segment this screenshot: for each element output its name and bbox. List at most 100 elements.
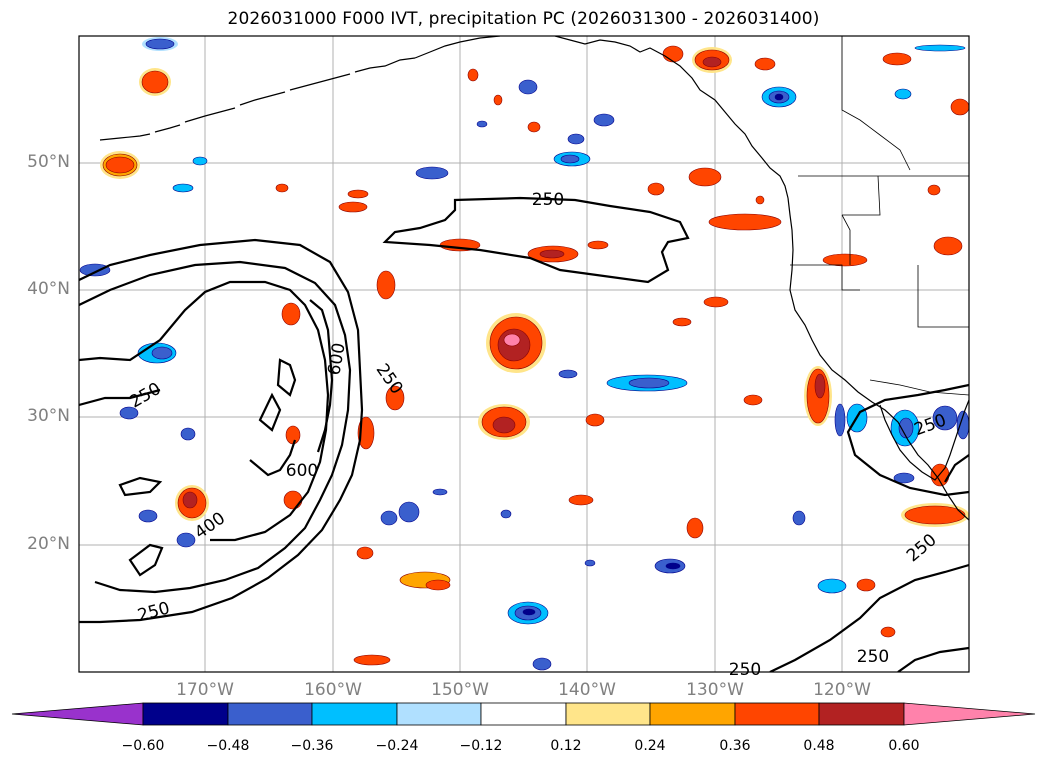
colorbar-swatch: [396, 702, 482, 726]
precip-blob: [399, 571, 451, 591]
precip-blob: [353, 654, 391, 666]
lon-label-130w: 130°W: [686, 680, 744, 700]
precip-blob: [755, 195, 765, 205]
map-frame: [78, 35, 970, 673]
lat-label-30n: 30°N: [27, 406, 70, 426]
colorbar: [11, 702, 1036, 726]
precip-blob: [880, 626, 896, 638]
colorbar-swatch: [649, 702, 736, 726]
precip-blob: [856, 578, 876, 592]
colorbar-tick: 0.24: [634, 738, 666, 754]
precip-blob: [467, 68, 479, 82]
precip-blob: [587, 240, 609, 250]
contour-label-250: 250: [729, 660, 761, 680]
precip-blob: [398, 501, 420, 523]
precip-blob: [662, 45, 684, 63]
colorbar-swatch: [734, 702, 820, 726]
precip-blob: [172, 183, 194, 193]
precip-blob: [500, 509, 512, 519]
lon-label-170w: 170°W: [176, 680, 234, 700]
colorbar-swatch: [565, 702, 651, 726]
precip-blob: [817, 578, 847, 594]
precip-blob: [890, 409, 920, 447]
precip-blob: [743, 394, 763, 406]
precip-blob: [584, 559, 596, 567]
precip-blob: [518, 79, 538, 95]
precip-blob: [654, 558, 686, 574]
precip-blob: [507, 601, 549, 625]
lon-label-120w: 120°W: [813, 680, 871, 700]
precip-blob: [804, 366, 832, 426]
precip-blob: [356, 546, 374, 560]
lat-label-50n: 50°N: [27, 152, 70, 172]
precip-blob: [180, 427, 196, 441]
precip-blob: [527, 121, 541, 133]
precip-blob: [380, 510, 398, 526]
political-borders: [790, 36, 969, 396]
precip-blob: [822, 253, 868, 267]
precip-blob: [761, 86, 797, 108]
precip-blob: [493, 94, 503, 106]
precip-blob: [385, 385, 405, 411]
precip-blob: [376, 270, 396, 300]
colorbar-extend-low: [11, 702, 144, 726]
precip-blob: [686, 517, 704, 539]
precip-blob: [119, 406, 139, 420]
precip-blob: [932, 405, 958, 431]
colorbar-tick: −0.24: [375, 738, 419, 754]
precip-blob: [692, 47, 732, 73]
precip-blob: [347, 189, 369, 199]
precip-blob: [585, 413, 605, 427]
precip-blob: [486, 313, 546, 373]
precip-blob: [956, 410, 969, 440]
contour-label-250: 250: [532, 190, 564, 210]
precip-blob: [568, 494, 594, 506]
precip-blob: [478, 404, 530, 440]
precip-blob: [139, 68, 171, 96]
contour-label-600: 600: [286, 461, 318, 481]
precip-blob: [281, 302, 301, 326]
precip-blob: [927, 184, 941, 196]
colorbar-tick: 0.12: [550, 738, 582, 754]
lon-label-160w: 160°W: [304, 680, 362, 700]
colorbar-swatch: [480, 702, 567, 726]
precip-blob: [834, 403, 846, 437]
colorbar-extend-high: [903, 702, 1036, 726]
precip-blob: [930, 463, 950, 487]
precip-blob: [432, 488, 448, 496]
precip-blob: [914, 44, 966, 52]
precip-blob: [901, 503, 969, 527]
precip-blob: [672, 317, 692, 327]
precip-blob: [647, 182, 665, 196]
colorbar-tick: 0.36: [719, 738, 751, 754]
precip-blob: [933, 236, 963, 256]
precip-blob: [558, 369, 578, 379]
precip-blob: [893, 472, 915, 484]
precip-blob: [285, 425, 301, 445]
colorbar-tick: −0.48: [206, 738, 250, 754]
precip-blob: [79, 263, 111, 277]
lon-label-150w: 150°W: [431, 680, 489, 700]
colorbar-tick: −0.12: [459, 738, 503, 754]
colorbar-tick: −0.36: [290, 738, 334, 754]
precip-blob: [703, 296, 729, 308]
precip-negative-blobs: [79, 37, 969, 671]
coastlines: [99, 36, 969, 521]
precip-blob: [100, 151, 140, 179]
precip-blob: [338, 201, 368, 213]
precip-blob: [606, 374, 688, 392]
precip-blob: [532, 657, 552, 671]
precip-blob: [137, 342, 177, 364]
lon-label-140w: 140°W: [558, 680, 616, 700]
ivt-contours: [79, 196, 969, 672]
precip-blob: [553, 151, 591, 167]
lat-label-20n: 20°N: [27, 534, 70, 554]
precip-blob: [415, 166, 449, 180]
precip-blob: [275, 183, 289, 193]
precip-blob: [176, 532, 196, 548]
precip-blob: [688, 167, 722, 187]
colorbar-tick: 0.48: [803, 738, 835, 754]
colorbar-swatch: [818, 702, 905, 726]
precip-blob: [593, 113, 615, 127]
